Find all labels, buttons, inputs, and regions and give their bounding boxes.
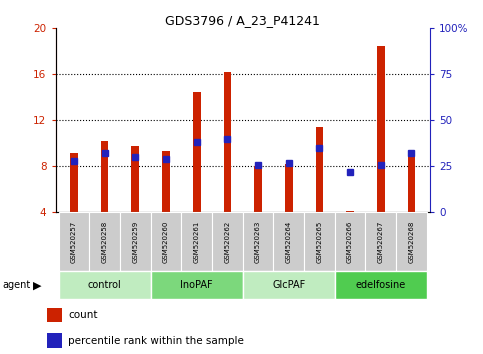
Text: count: count [69, 310, 98, 320]
Bar [243, 271, 335, 299]
Bar [58, 212, 89, 271]
Text: GSM520263: GSM520263 [255, 221, 261, 263]
Bar [243, 212, 273, 271]
Text: GlcPAF: GlcPAF [272, 280, 305, 290]
Text: control: control [88, 280, 122, 290]
Bar [396, 212, 427, 271]
Text: GSM520262: GSM520262 [225, 221, 230, 263]
Bar [212, 212, 243, 271]
Bar [335, 212, 366, 271]
Title: GDS3796 / A_23_P41241: GDS3796 / A_23_P41241 [165, 14, 320, 27]
Text: ▶: ▶ [33, 281, 42, 291]
Bar [315, 127, 323, 258]
Text: GSM520260: GSM520260 [163, 221, 169, 263]
Text: GSM520266: GSM520266 [347, 221, 353, 263]
Bar [181, 212, 212, 271]
Text: GSM520264: GSM520264 [286, 221, 292, 263]
Text: GSM520259: GSM520259 [132, 221, 138, 263]
Text: GSM520267: GSM520267 [378, 221, 384, 263]
Bar [162, 152, 170, 258]
Bar [70, 153, 78, 258]
Bar [335, 271, 427, 299]
Bar [101, 141, 109, 258]
Bar [224, 72, 231, 258]
Text: InoPAF: InoPAF [180, 280, 213, 290]
Bar [304, 212, 335, 271]
Bar [254, 166, 262, 258]
Bar [346, 211, 354, 258]
Text: edelfosine: edelfosine [355, 280, 406, 290]
Bar [89, 212, 120, 271]
Bar [285, 164, 293, 258]
Text: GSM520258: GSM520258 [101, 221, 108, 263]
Bar [58, 271, 151, 299]
Bar [47, 333, 62, 348]
Text: GSM520257: GSM520257 [71, 221, 77, 263]
Bar [47, 308, 62, 322]
Text: GSM520268: GSM520268 [409, 221, 414, 263]
Text: GSM520261: GSM520261 [194, 221, 199, 263]
Bar [151, 212, 181, 271]
Bar [131, 146, 139, 258]
Bar [120, 212, 151, 271]
Text: GSM520265: GSM520265 [316, 221, 323, 263]
Text: percentile rank within the sample: percentile rank within the sample [69, 336, 244, 346]
Bar [366, 212, 396, 271]
Text: agent: agent [2, 280, 30, 290]
Bar [273, 212, 304, 271]
Bar [193, 92, 200, 258]
Bar [377, 46, 384, 258]
Bar [151, 271, 243, 299]
Bar [408, 155, 415, 258]
